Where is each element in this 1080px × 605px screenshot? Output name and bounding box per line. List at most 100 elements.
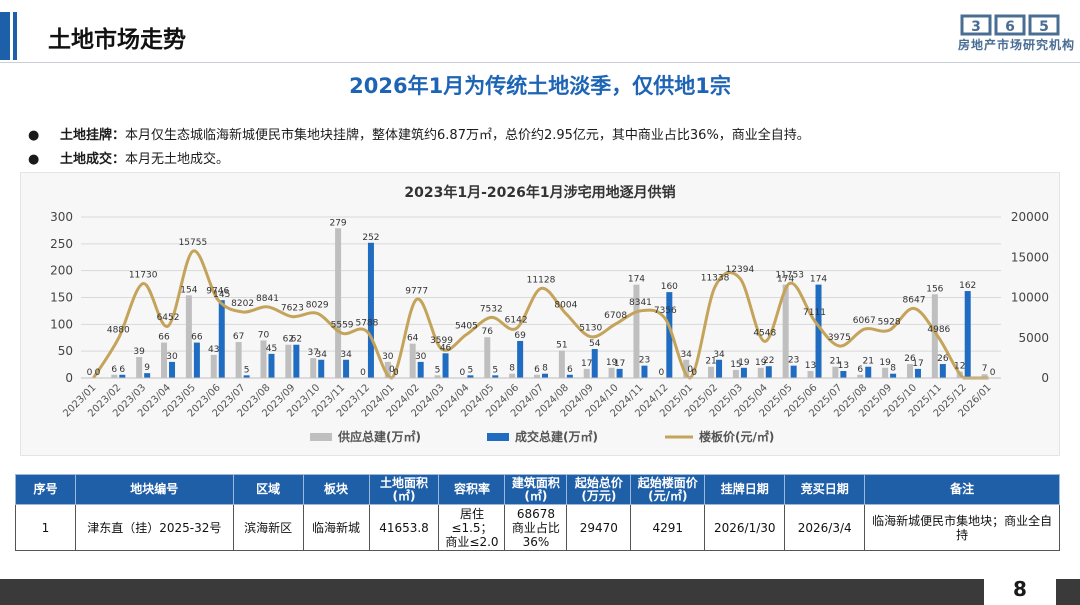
bar-supply — [981, 374, 988, 378]
label-deal: 6 — [567, 365, 573, 375]
bar-supply — [906, 364, 913, 378]
label-price: 6708 — [604, 311, 627, 321]
y-tick-left: 200 — [50, 264, 73, 278]
label-supply: 8 — [509, 364, 515, 374]
label-deal: 162 — [959, 281, 976, 291]
table-header-cell: 备注 — [864, 474, 1060, 505]
land-table: 序号 地块编号 区域 板块 土地面积 (㎡) 容积率 建筑面积 (㎡) 起始总价 (万元) 起始楼面价… — [15, 474, 1060, 551]
table-cell: 津东直（挂）2025-32号 — [74, 504, 234, 551]
label-supply: 6 — [111, 365, 117, 375]
table-cell: 2026/1/30 — [704, 504, 786, 551]
table-body: 1 津东直（挂）2025-32号 滨海新区 临海新城 41653.8 居住≤1.5； 商业≤… — [15, 504, 1060, 551]
bar-supply — [708, 366, 715, 378]
label-supply: 76 — [482, 327, 494, 337]
label-deal: 30 — [415, 352, 427, 362]
logo-mark-icon: 3 6 5 — [960, 14, 1060, 36]
label-supply: 0 — [658, 368, 664, 378]
label-supply: 43 — [208, 345, 219, 355]
chart-title: 2023年1月-2026年1月涉宅用地逐月供销 — [404, 184, 675, 201]
label-price: 7532 — [480, 304, 503, 314]
label-price: 5928 — [878, 317, 901, 327]
bar-supply — [136, 357, 143, 378]
table-cell: 4291 — [630, 504, 706, 551]
label-supply: 15 — [730, 360, 741, 370]
legend-supply: 供应总建(万㎡) — [337, 429, 421, 444]
page-title: 土地市场走势 — [48, 27, 186, 53]
bar-supply — [210, 354, 217, 378]
label-supply: 67 — [233, 332, 244, 342]
label-supply: 19 — [755, 358, 767, 368]
label-deal: 34 — [340, 350, 352, 360]
label-supply: 26 — [904, 354, 916, 364]
bar-supply — [434, 375, 441, 378]
label-price: 8029 — [306, 300, 329, 310]
label-deal: 252 — [362, 233, 379, 243]
label-deal: 0 — [691, 368, 697, 378]
y-tick-right: 5000 — [1018, 331, 1049, 345]
bar-deal — [343, 359, 350, 378]
label-deal: 8 — [890, 364, 896, 374]
label-price: 7356 — [654, 306, 677, 316]
label-supply: 17 — [581, 359, 592, 369]
label-deal: 30 — [166, 352, 178, 362]
bar-supply — [534, 374, 540, 378]
label-price: 3599 — [430, 336, 453, 346]
bar-supply — [782, 284, 789, 378]
label-price: 4986 — [927, 325, 950, 335]
bar-supply — [857, 374, 864, 378]
label-price: 15755 — [179, 238, 208, 248]
table-header-cell: 板块 — [302, 474, 370, 505]
label-supply: 7 — [982, 364, 988, 374]
bar-deal — [641, 365, 648, 378]
label-price: 11730 — [129, 271, 158, 281]
label-deal: 66 — [191, 333, 203, 343]
bullet-list: ● 土地挂牌：本月仅生态城临海新城便民市集地块挂牌，整体建筑约6.87万㎡，总价… — [28, 124, 1068, 172]
label-deal: 5 — [468, 365, 474, 375]
label-price: 9746 — [206, 287, 229, 297]
bar-deal — [939, 364, 946, 378]
label-supply: 174 — [777, 275, 794, 285]
bullet-text: 本月无土地成交。 — [125, 152, 230, 167]
label-supply: 70 — [258, 330, 270, 340]
label-deal: 21 — [863, 357, 874, 367]
footer-bar — [0, 579, 1080, 605]
label-deal: 45 — [266, 344, 277, 354]
bullet-listing: ● 土地挂牌：本月仅生态城临海新城便民市集地块挂牌，整体建筑约6.87万㎡，总价… — [28, 124, 1068, 148]
y-tick-left: 100 — [50, 317, 73, 331]
label-supply: 34 — [680, 350, 692, 360]
label-price: 8202 — [231, 299, 254, 309]
table-cell: 临海新城便民市集地块；商业全自持 — [864, 504, 1060, 551]
y-tick-right: 20000 — [1011, 210, 1049, 224]
bar-supply — [807, 371, 814, 378]
bar-supply — [882, 367, 889, 378]
bar-supply — [285, 344, 292, 378]
label-supply: 37 — [307, 348, 318, 358]
label-deal: 34 — [315, 350, 327, 360]
bar-supply — [111, 374, 118, 378]
y-tick-left: 50 — [58, 344, 73, 358]
bar-deal — [144, 373, 151, 378]
label-supply: 0 — [460, 368, 466, 378]
label-deal: 22 — [763, 356, 774, 366]
bar-deal — [243, 375, 250, 378]
label-supply: 6 — [857, 365, 863, 375]
label-price: 5130 — [579, 324, 602, 334]
label-supply: 62 — [283, 335, 294, 345]
bar-deal — [517, 340, 524, 378]
bar-supply — [409, 343, 416, 378]
table-header-cell: 土地面积 (㎡) — [368, 474, 440, 505]
table-header-cell: 竞买日期 — [784, 474, 866, 505]
label-price: 11338 — [701, 274, 730, 284]
bar-deal — [840, 371, 847, 378]
bullet-text: 本月仅生态城临海新城便民市集地块挂牌，整体建筑约6.87万㎡，总价约2.95亿元… — [125, 128, 810, 143]
bar-deal — [318, 359, 325, 378]
label-price: 8647 — [903, 295, 926, 305]
table-header-cell: 序号 — [15, 474, 76, 505]
label-supply: 19 — [879, 358, 891, 368]
label-supply: 39 — [133, 347, 145, 357]
label-supply: 0 — [87, 368, 93, 378]
table-header-cell: 建筑面积 (㎡) — [504, 474, 568, 505]
bar-supply — [683, 359, 690, 378]
label-deal: 46 — [440, 343, 452, 353]
label-price: 11128 — [527, 275, 556, 285]
